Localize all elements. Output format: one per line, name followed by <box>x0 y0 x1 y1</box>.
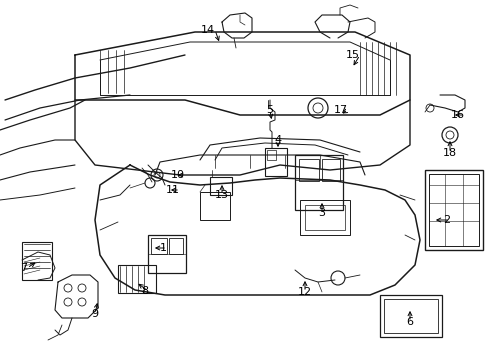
Text: 3: 3 <box>318 208 325 218</box>
Bar <box>299 200 349 235</box>
Text: 12: 12 <box>297 287 311 297</box>
Bar <box>294 155 342 210</box>
Bar <box>379 295 441 337</box>
Text: 10: 10 <box>171 170 184 180</box>
Bar <box>169 238 183 254</box>
Bar <box>209 177 231 195</box>
Text: 18: 18 <box>442 148 456 158</box>
Bar <box>383 299 437 333</box>
Text: 16: 16 <box>450 110 464 120</box>
Text: 15: 15 <box>346 50 359 60</box>
Bar <box>148 235 185 273</box>
Bar <box>264 148 286 176</box>
Text: 2: 2 <box>442 215 449 225</box>
Bar <box>298 159 318 181</box>
Text: 6: 6 <box>406 317 413 327</box>
Text: 7: 7 <box>20 263 27 273</box>
Text: 14: 14 <box>201 25 215 35</box>
Bar <box>22 242 52 280</box>
Bar <box>200 192 229 220</box>
Bar <box>321 159 339 181</box>
Text: 17: 17 <box>333 105 347 115</box>
Bar <box>428 174 478 246</box>
Text: 1: 1 <box>160 243 167 253</box>
Text: 11: 11 <box>165 185 180 195</box>
Bar <box>266 150 275 160</box>
Bar <box>118 265 156 293</box>
Text: 5: 5 <box>266 105 273 115</box>
Text: 9: 9 <box>91 309 99 319</box>
Bar <box>305 205 345 230</box>
Text: 8: 8 <box>141 286 148 296</box>
Bar <box>424 170 482 250</box>
Bar <box>151 238 167 254</box>
Text: 4: 4 <box>274 135 281 145</box>
Text: 13: 13 <box>215 190 228 200</box>
